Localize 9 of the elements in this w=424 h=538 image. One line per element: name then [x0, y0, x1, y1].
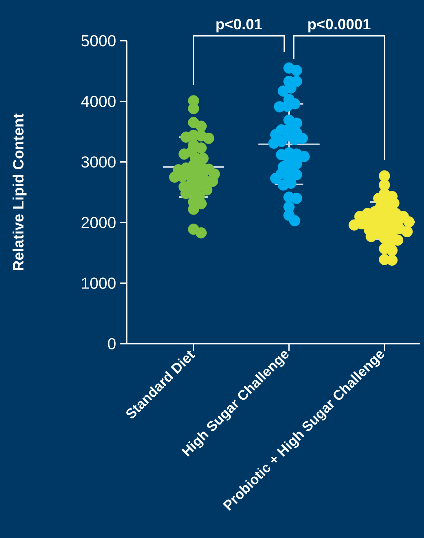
y-tick-label: 3000 — [82, 156, 116, 168]
y-tick-label: 5000 — [82, 35, 116, 47]
y-tick-label: 0 — [108, 338, 116, 350]
y-tick-label: 1000 — [82, 278, 116, 290]
y-tick-label: 2000 — [82, 217, 116, 228]
y-tick-label: 4000 — [81, 96, 116, 108]
text: p<0.0001 — [308, 19, 371, 33]
text: p<0.01 — [216, 19, 262, 33]
y-axis-title: Relative Lipid Content — [12, 114, 27, 270]
